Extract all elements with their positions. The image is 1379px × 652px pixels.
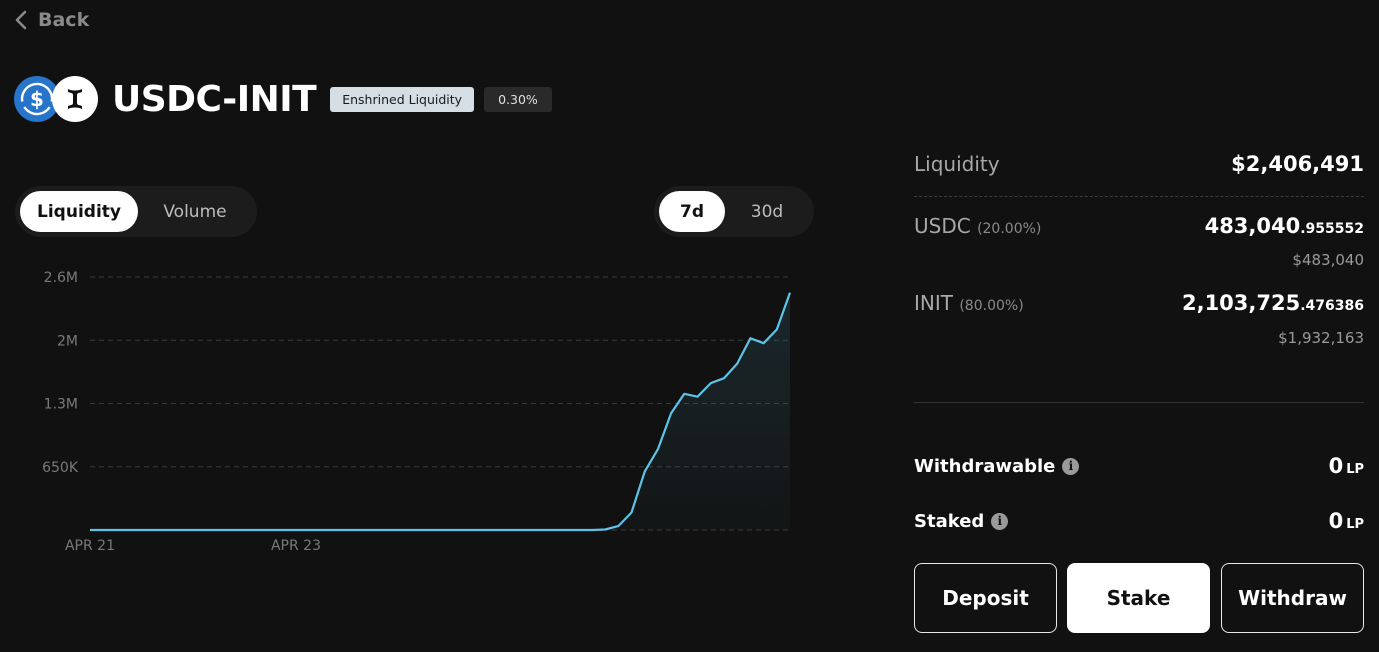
- stake-button[interactable]: Stake: [1067, 563, 1210, 633]
- x-tick-label: APR 23: [271, 538, 321, 554]
- withdrawable-row: Withdrawable i 0 LP: [914, 454, 1364, 478]
- x-tick-label: APR 21: [65, 538, 115, 554]
- usdc-row: USDC (20.00%) 483,040.955552: [914, 214, 1364, 238]
- init-amount: 2,103,725: [1181, 291, 1301, 315]
- y-tick-label: 2.6M: [44, 270, 78, 286]
- enshrined-badge: Enshrined Liquidity: [330, 86, 475, 112]
- usdc-amount-decimals: .955552: [1300, 221, 1364, 237]
- usdc-amount: 483,040: [1204, 214, 1301, 238]
- y-tick-label: 1.3M: [44, 397, 78, 413]
- back-link[interactable]: Back: [14, 9, 89, 31]
- chart-area: [90, 292, 790, 530]
- tab-7d[interactable]: 7d: [659, 191, 725, 232]
- pool-name: USDC-INIT: [112, 78, 317, 120]
- init-share: (80.00%): [959, 298, 1024, 314]
- liquidity-value: $2,406,491: [1231, 152, 1364, 176]
- lp-unit: LP: [1346, 517, 1364, 532]
- tab-liquidity[interactable]: Liquidity: [20, 191, 138, 232]
- withdrawable-value: 0: [1328, 454, 1344, 478]
- withdrawable-label: Withdrawable: [914, 455, 1056, 477]
- tab-volume[interactable]: Volume: [163, 201, 227, 222]
- chart-line: [90, 292, 792, 532]
- svg-text:$: $: [30, 87, 44, 111]
- pool-stats-panel: Liquidity $2,406,491 USDC (20.00%) 483,0…: [914, 0, 1364, 652]
- fee-badge: 0.30%: [484, 86, 552, 112]
- init-label: INIT: [914, 291, 953, 315]
- usdc-label: USDC: [914, 214, 971, 238]
- info-icon[interactable]: i: [1062, 457, 1080, 475]
- init-usd-value: $1,932,163: [1278, 329, 1364, 347]
- chevron-left-icon: [15, 10, 27, 30]
- usdc-usd-value: $483,040: [1292, 251, 1364, 269]
- lp-unit: LP: [1346, 462, 1364, 477]
- liquidity-label: Liquidity: [914, 152, 1000, 176]
- liquidity-row: Liquidity $2,406,491: [914, 152, 1364, 176]
- back-label: Back: [38, 9, 90, 31]
- init-row: INIT (80.00%) 2,103,725.476386: [914, 291, 1364, 315]
- usdc-share: (20.00%): [977, 221, 1042, 237]
- staked-value: 0: [1328, 509, 1344, 533]
- staked-row: Staked i 0 LP: [914, 509, 1364, 533]
- staked-label: Staked: [914, 510, 985, 532]
- divider: [914, 196, 1364, 197]
- pool-header: $ USDC-INIT Enshrined Liquidity 0.30%: [14, 76, 552, 122]
- init-amount-decimals: .476386: [1300, 298, 1364, 314]
- metric-toggle: Liquidity Volume: [15, 186, 257, 237]
- divider: [914, 402, 1364, 403]
- info-icon[interactable]: i: [991, 512, 1009, 530]
- tab-30d[interactable]: 30d: [750, 201, 784, 222]
- liquidity-chart: 650K 1.3M 2M 2.6M APR 21 APR 23: [42, 270, 792, 554]
- init-icon: [52, 76, 98, 122]
- deposit-button[interactable]: Deposit: [914, 563, 1057, 633]
- y-tick-label: 2M: [57, 333, 78, 349]
- y-tick-label: 650K: [42, 460, 79, 476]
- withdraw-button[interactable]: Withdraw: [1221, 563, 1364, 633]
- range-toggle: 7d 30d: [654, 186, 814, 237]
